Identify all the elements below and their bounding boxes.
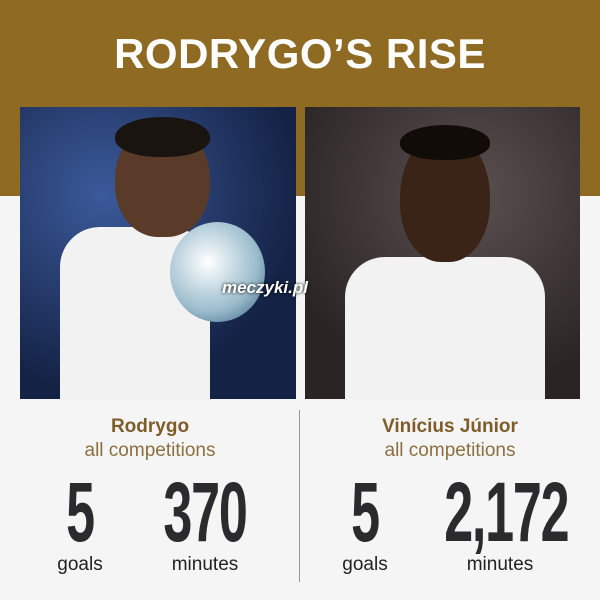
goals-value: 5	[66, 465, 95, 559]
vinicius-photo	[305, 107, 580, 399]
minutes-value: 370	[163, 465, 247, 559]
goals-value: 5	[351, 465, 380, 559]
vinicius-minutes: 2,172 minutes	[410, 470, 590, 576]
rodrygo-header: Rodrygo all competitions	[0, 416, 300, 462]
goals-label: goals	[57, 554, 103, 575]
player-scope: all competitions	[384, 440, 516, 461]
divider	[299, 410, 300, 582]
watermark-logo: meczyki.pl	[222, 278, 308, 297]
goals-label: goals	[342, 554, 388, 575]
player-scope: all competitions	[84, 440, 216, 461]
player-name: Rodrygo	[110, 416, 190, 437]
minutes-label: minutes	[171, 554, 239, 575]
rodrygo-goals: 5 goals	[40, 470, 120, 576]
rodrygo-minutes: 370 minutes	[135, 470, 275, 576]
player-name: Vinícius Júnior	[382, 416, 518, 437]
page-title: RODRYGO’S RISE	[114, 30, 486, 77]
minutes-value: 2,172	[444, 465, 569, 559]
minutes-label: minutes	[466, 554, 534, 575]
vinicius-goals: 5 goals	[325, 470, 405, 576]
rodrygo-photo	[20, 107, 296, 399]
vinicius-header: Vinícius Júnior all competitions	[300, 416, 600, 462]
